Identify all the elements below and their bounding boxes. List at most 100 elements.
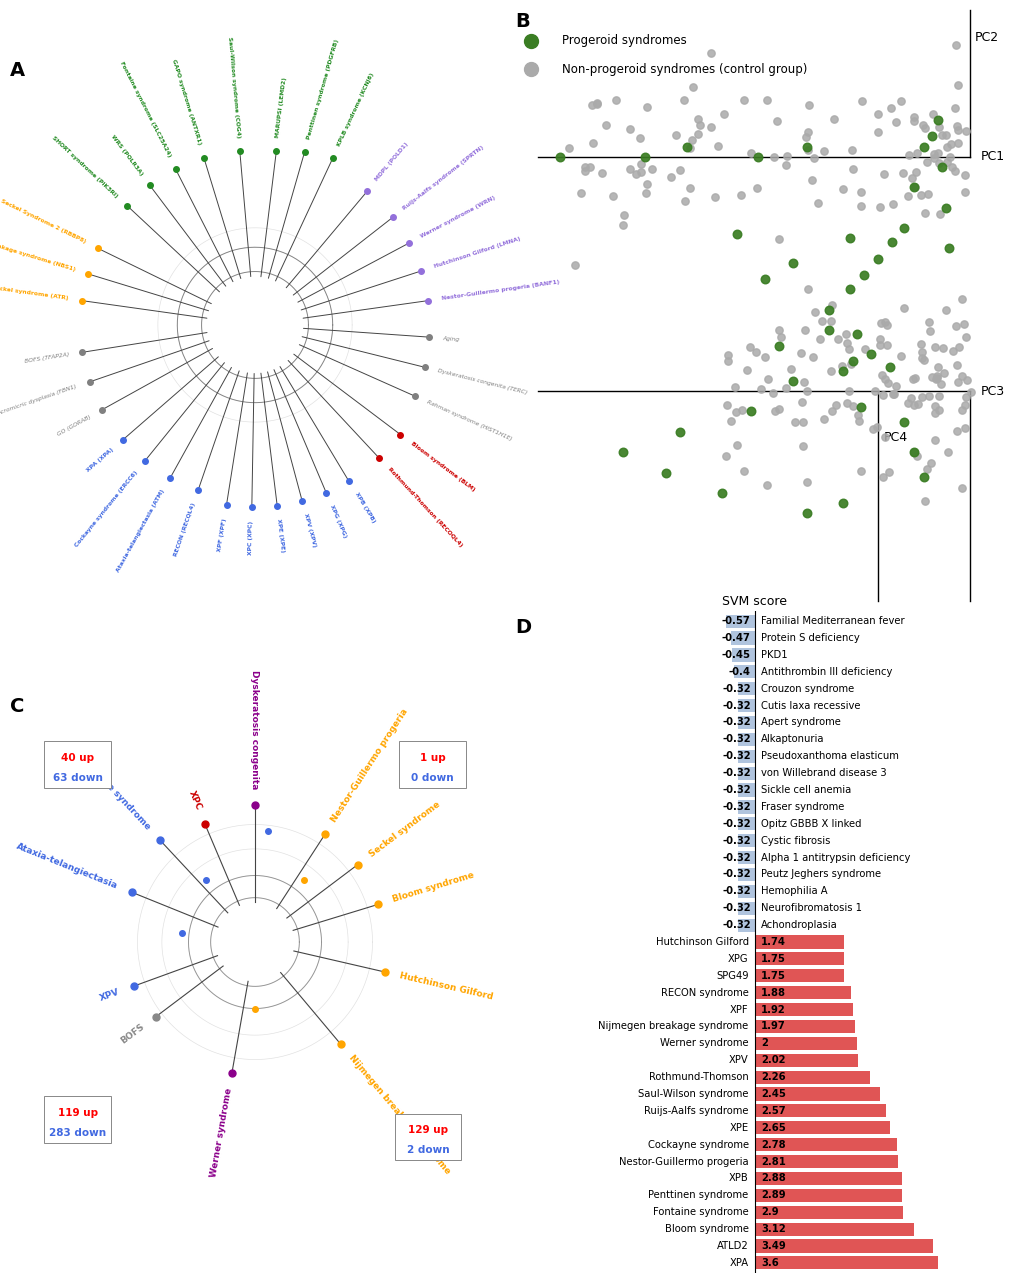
Point (958, 370, 974, 391)
Point (916, 117, 932, 137)
Bar (738, 901, 754, 915)
Text: -0.45: -0.45 (721, 651, 750, 659)
Text: 1.75: 1.75 (760, 953, 785, 964)
Text: Familial Mediterranean fever: Familial Mediterranean fever (760, 616, 904, 626)
Bar (754, 1256, 937, 1269)
Point (638, 97, 654, 117)
Point (929, 143, 946, 163)
Point (692, 116, 708, 136)
Text: BOFS (TFAP2A): BOFS (TFAP2A) (24, 351, 69, 364)
Point (941, 146, 957, 167)
Bar (754, 1020, 855, 1034)
FancyBboxPatch shape (44, 1096, 111, 1143)
Point (930, 400, 947, 420)
Point (636, 146, 652, 167)
Point (907, 162, 923, 182)
Point (834, 179, 850, 200)
Point (954, 400, 970, 420)
Bar (754, 1054, 857, 1067)
Point (805, 148, 821, 168)
Text: 119 up: 119 up (57, 1108, 98, 1118)
Text: -0.32: -0.32 (721, 835, 750, 845)
Text: SHORT syndrome (PIK3RI): SHORT syndrome (PIK3RI) (51, 135, 119, 199)
Bar (754, 969, 844, 983)
Point (956, 395, 972, 415)
Text: Penttinen syndrome (PDGFRB): Penttinen syndrome (PDGFRB) (306, 38, 339, 140)
FancyBboxPatch shape (394, 1114, 461, 1161)
FancyBboxPatch shape (44, 741, 111, 788)
Point (822, 312, 839, 332)
Point (721, 411, 738, 432)
Point (759, 369, 775, 390)
Point (758, 90, 774, 111)
Text: -0.32: -0.32 (721, 802, 750, 812)
Bar (738, 919, 754, 932)
Text: A: A (10, 61, 25, 80)
Point (926, 396, 943, 416)
Point (614, 215, 631, 236)
Point (736, 90, 752, 111)
Text: ATLD2: ATLD2 (716, 1241, 748, 1251)
Bar (754, 1087, 879, 1101)
Point (767, 111, 784, 131)
Text: Acromicric dysplasia (FBN1): Acromicric dysplasia (FBN1) (0, 384, 77, 416)
Point (850, 411, 866, 432)
Text: 1.74: 1.74 (760, 937, 786, 947)
Point (928, 356, 945, 377)
Point (895, 218, 911, 238)
Text: 283 down: 283 down (49, 1128, 106, 1138)
Point (844, 159, 860, 179)
Point (727, 402, 743, 423)
Bar (738, 699, 754, 712)
Text: Dyskeratosis congenita (TERC): Dyskeratosis congenita (TERC) (436, 368, 527, 395)
Text: Apert syndrome: Apert syndrome (760, 718, 840, 727)
Point (797, 127, 813, 148)
Point (852, 397, 868, 418)
Text: 1.92: 1.92 (760, 1004, 785, 1015)
Bar (754, 1240, 932, 1253)
Point (738, 360, 754, 381)
Point (914, 350, 930, 370)
Bar (738, 852, 754, 864)
Point (786, 412, 802, 433)
Point (766, 401, 783, 421)
Point (702, 43, 718, 64)
Point (936, 125, 953, 145)
Bar (738, 801, 754, 813)
Point (880, 462, 897, 482)
Text: 40 up: 40 up (61, 752, 94, 763)
Point (841, 279, 857, 299)
Point (888, 376, 904, 396)
Point (794, 411, 810, 432)
Point (905, 111, 921, 131)
Point (948, 316, 964, 336)
Point (662, 167, 679, 187)
Point (800, 94, 816, 115)
Text: SVM score: SVM score (721, 594, 787, 607)
Text: Hutchinson Gilford (LMNA): Hutchinson Gilford (LMNA) (433, 237, 521, 269)
Point (840, 381, 856, 401)
Text: 129 up: 129 up (408, 1125, 447, 1136)
Point (702, 117, 718, 137)
Text: Alkaptonuria: Alkaptonuria (760, 735, 823, 745)
Point (946, 97, 962, 117)
Point (883, 232, 900, 252)
Text: Ataxia-telangiectasia: Ataxia-telangiectasia (15, 841, 119, 891)
Point (905, 442, 921, 462)
Text: Achondroplasia: Achondroplasia (760, 920, 837, 931)
Point (947, 36, 963, 56)
Point (884, 193, 901, 214)
Point (736, 461, 752, 481)
Point (895, 411, 911, 432)
Point (870, 196, 887, 216)
Bar (726, 615, 754, 628)
Point (957, 121, 973, 141)
Point (770, 336, 787, 356)
Text: -0.32: -0.32 (721, 768, 750, 778)
Point (813, 311, 829, 331)
Point (875, 312, 892, 332)
Point (676, 89, 692, 109)
Text: XPA: XPA (729, 1258, 748, 1268)
Text: XPG: XPG (728, 953, 748, 964)
Point (713, 482, 730, 503)
